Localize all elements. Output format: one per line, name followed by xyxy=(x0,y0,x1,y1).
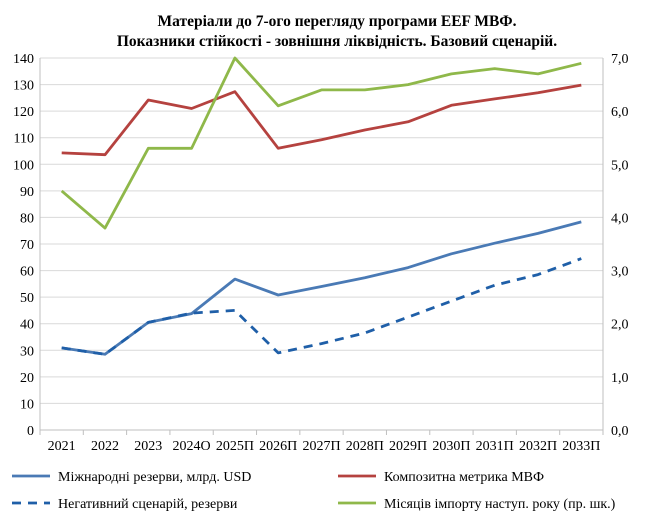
y-left-tick-label: 110 xyxy=(14,132,34,147)
legend-label-2: Композитна метрика МВФ xyxy=(384,470,544,485)
legend-label-4: Місяців імпорту наступ. року (пр. шк.) xyxy=(384,497,616,512)
y-right-tick-label: 2,0 xyxy=(611,318,629,333)
series-lines xyxy=(60,56,582,356)
x-tick-label: 2026П xyxy=(259,439,297,454)
chart-title: Матеріали до 7-ого перегляду програми EE… xyxy=(158,13,517,30)
x-tick-label: 2033П xyxy=(562,439,600,454)
x-tick-label: 2032П xyxy=(519,439,557,454)
y-left-tick-label: 130 xyxy=(13,79,34,94)
chart-title-group: Матеріали до 7-ого перегляду програми EE… xyxy=(117,13,557,50)
axes: 0 10 20 30 40 50 60 70 80 90 100 110 120 130 140 0,0 1,0… xyxy=(13,52,629,454)
y-right-tick-label: 1,0 xyxy=(611,371,629,386)
gridlines xyxy=(40,57,603,431)
y-left-tick-label: 120 xyxy=(13,105,34,120)
x-tick-label: 2031П xyxy=(476,439,514,454)
series-line-4 xyxy=(60,56,582,230)
series-line-1 xyxy=(61,220,582,356)
x-tick-label: 2030П xyxy=(432,439,470,454)
y-left-tick-label: 50 xyxy=(20,291,34,306)
x-tick-label: 2029П xyxy=(389,439,427,454)
chart-subtitle: Показники стійкості - зовнішня ліквідніс… xyxy=(117,33,557,50)
y-left-tick-label: 30 xyxy=(20,344,34,359)
legend-label-3: Негативний сценарій, резерви xyxy=(58,497,238,512)
x-tick-label: 2028П xyxy=(346,439,384,454)
y-left-tick-label: 10 xyxy=(20,397,34,412)
x-tick-label: 2025П xyxy=(216,439,254,454)
x-tick-label: 2021 xyxy=(48,439,76,454)
y-left-tick-label: 140 xyxy=(13,52,34,67)
y-right-tick-label: 7,0 xyxy=(611,52,629,67)
y-right-tick-label: 0,0 xyxy=(611,424,629,439)
y-left-tick-label: 0 xyxy=(27,424,34,439)
series-line-2 xyxy=(61,83,582,157)
y-left-tick-label: 20 xyxy=(20,371,34,386)
y-left-tick-label: 40 xyxy=(20,318,34,333)
y-right-tick-label: 6,0 xyxy=(611,105,629,120)
x-tick-label: 2022 xyxy=(91,439,119,454)
y-left-tick-label: 80 xyxy=(20,211,34,226)
y-left-tick-label: 60 xyxy=(20,265,34,280)
y-left-tick-label: 100 xyxy=(13,158,34,173)
x-tick-label: 2024О xyxy=(173,439,211,454)
legend-label-1: Міжнародні резерви, млрд. USD xyxy=(58,470,251,485)
y-right-tick-label: 3,0 xyxy=(611,265,629,280)
series-line-3 xyxy=(61,257,582,356)
y-left-tick-label: 70 xyxy=(20,238,34,253)
x-tick-label: 2027П xyxy=(302,439,340,454)
legend: Міжнародні резерви, млрд. USD Композитна … xyxy=(12,470,616,512)
x-tick-label: 2023 xyxy=(134,439,162,454)
y-right-tick-label: 4,0 xyxy=(611,211,629,226)
y-right-tick-label: 5,0 xyxy=(611,158,629,173)
y-left-tick-label: 90 xyxy=(20,185,34,200)
